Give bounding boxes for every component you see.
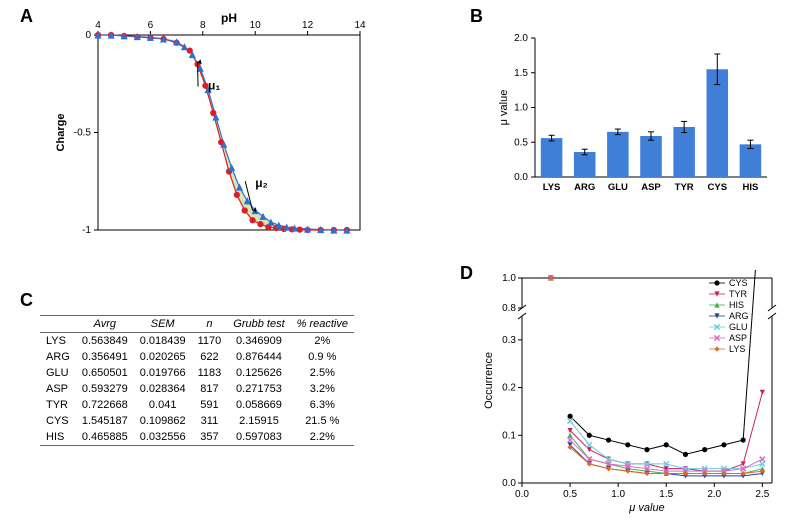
panel-d-label: D xyxy=(460,263,473,284)
panel-c-label: C xyxy=(20,290,33,311)
svg-text:0.0: 0.0 xyxy=(515,489,529,500)
table-header: Avrg xyxy=(76,316,134,333)
svg-text:μ₂: μ₂ xyxy=(255,176,268,190)
panel-c-table: AvrgSEMnGrubb test% reactiveLYS0.5638490… xyxy=(40,315,390,446)
table-header: Grubb test xyxy=(227,316,290,333)
svg-text:LYS: LYS xyxy=(729,344,745,354)
svg-text:8: 8 xyxy=(200,20,206,31)
svg-text:0: 0 xyxy=(85,30,91,41)
table-header: % reactive xyxy=(291,316,354,333)
svg-text:0.8: 0.8 xyxy=(502,303,516,314)
svg-text:10: 10 xyxy=(250,20,262,31)
svg-text:0.1: 0.1 xyxy=(502,430,516,441)
svg-text:2.5: 2.5 xyxy=(755,489,769,500)
svg-text:0.5: 0.5 xyxy=(563,489,577,500)
table-row: LYS0.5638490.01843911700.3469092% xyxy=(40,333,354,350)
svg-text:HIS: HIS xyxy=(729,300,744,310)
svg-text:4: 4 xyxy=(95,20,101,31)
svg-text:0.5: 0.5 xyxy=(514,137,528,148)
svg-text:μ value: μ value xyxy=(498,90,510,126)
panel-d-chart: 0.0 0.5 1.0 1.5 2.0 2.5 0.0 0.1 0.2 0.3 0.8 1.0 Occu… xyxy=(480,270,780,515)
svg-text:ASP: ASP xyxy=(641,182,661,193)
svg-text:CYS: CYS xyxy=(708,182,728,193)
svg-text:GLU: GLU xyxy=(729,322,748,332)
svg-text:2.0: 2.0 xyxy=(707,489,721,500)
svg-text:Occurrence: Occurrence xyxy=(483,352,495,409)
table-header xyxy=(40,316,76,333)
svg-text:-1: -1 xyxy=(82,225,91,236)
svg-text:0.0: 0.0 xyxy=(514,172,528,183)
svg-text:1.5: 1.5 xyxy=(514,68,528,79)
svg-text:ARG: ARG xyxy=(729,311,749,321)
svg-text:GLU: GLU xyxy=(608,182,628,193)
svg-text:Charge: Charge xyxy=(55,114,67,152)
panel-b-chart: 0.0 0.5 1.0 1.5 2.0 μ value LYS ARG GLU ASP TYR CYS… xyxy=(495,30,775,205)
svg-text:1.0: 1.0 xyxy=(514,103,528,114)
svg-text:0.3: 0.3 xyxy=(502,335,516,346)
svg-text:pH: pH xyxy=(221,11,237,25)
svg-text:14: 14 xyxy=(354,20,366,31)
panel-a-label: A xyxy=(20,6,33,27)
table-row: ASP0.5932790.0283648170.2717533.2% xyxy=(40,381,354,397)
svg-text:1.5: 1.5 xyxy=(659,489,673,500)
svg-text:TYR: TYR xyxy=(675,182,694,193)
svg-text:2.0: 2.0 xyxy=(514,33,528,44)
svg-text:0.2: 0.2 xyxy=(502,383,516,394)
svg-text:LYS: LYS xyxy=(543,182,561,193)
table-row: HIS0.4658850.0325563570.5970832.2% xyxy=(40,429,354,446)
svg-text:HIS: HIS xyxy=(743,182,759,193)
svg-text:TYR: TYR xyxy=(729,289,748,299)
table-row: TYR0.7226680.0415910.0586696.3% xyxy=(40,397,354,413)
svg-text:6: 6 xyxy=(148,20,154,31)
table-header: n xyxy=(192,316,228,333)
svg-text:CYS: CYS xyxy=(729,278,748,288)
panel-b-label: B xyxy=(470,6,483,27)
svg-text:ASP: ASP xyxy=(729,333,747,343)
svg-text:-0.5: -0.5 xyxy=(74,128,92,139)
svg-text:12: 12 xyxy=(302,20,314,31)
table-row: GLU0.6505010.01976611830.1256262.5% xyxy=(40,365,354,381)
table-row: ARG0.3564910.0202656220.8764440.9 % xyxy=(40,349,354,365)
svg-text:μ value: μ value xyxy=(628,502,664,514)
svg-text:1.0: 1.0 xyxy=(611,489,625,500)
svg-text:0.0: 0.0 xyxy=(502,478,516,489)
panel-a-chart: 4 6 8 10 12 14 pH 0 -0.5 -1 Charge μ₁ μ₂ xyxy=(50,10,370,245)
table-row: CYS1.5451870.1098623112.1591521.5 % xyxy=(40,413,354,429)
svg-text:ARG: ARG xyxy=(574,182,595,193)
table-header: SEM xyxy=(134,316,192,333)
svg-text:μ₁: μ₁ xyxy=(208,79,220,93)
svg-text:1.0: 1.0 xyxy=(502,273,516,284)
